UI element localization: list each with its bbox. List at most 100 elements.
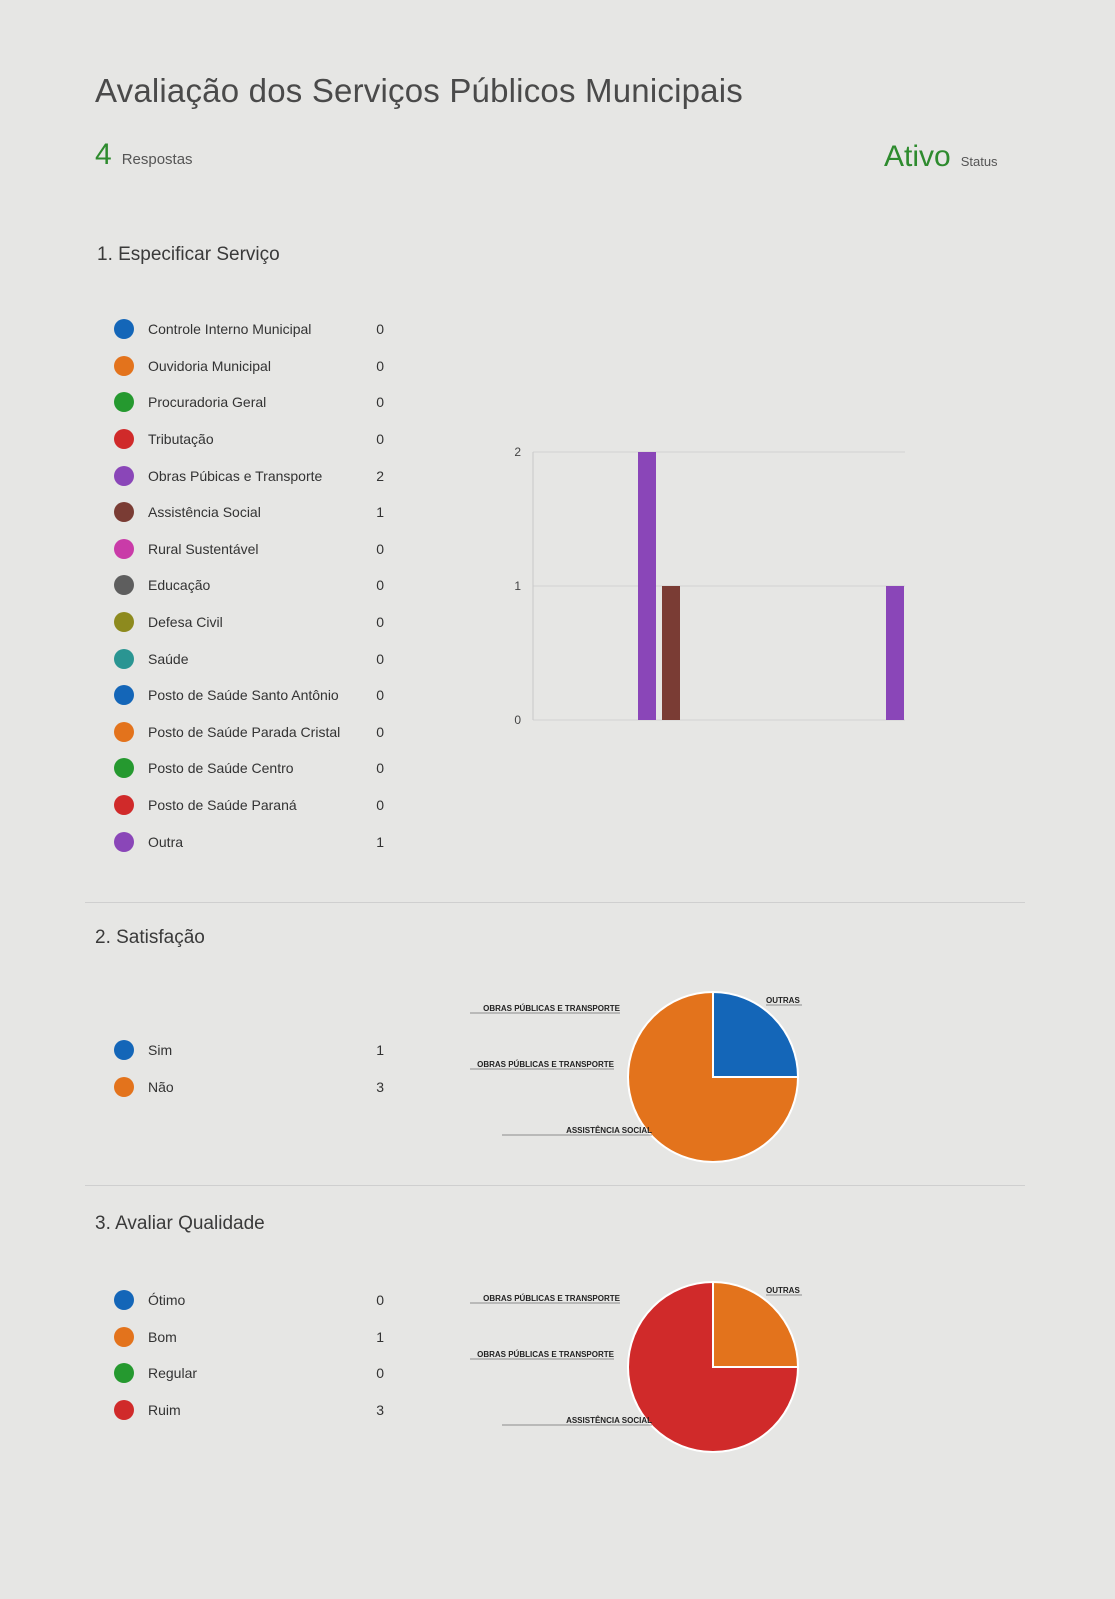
legend-label: Educação — [148, 577, 211, 594]
legend-count: 0 — [376, 614, 384, 631]
legend-item: Outra 1 — [114, 823, 384, 860]
legend-label: Bom — [148, 1328, 177, 1345]
pie-annotation: OBRAS PÚBLICAS E TRANSPORTE — [477, 1350, 615, 1359]
legend-item: Obras Púbicas e Transporte 2 — [114, 457, 384, 494]
question-2-legend: Sim 1 Não 3 — [114, 1032, 384, 1105]
legend-item: Assistência Social 1 — [114, 494, 384, 531]
legend-label: Sim — [148, 1042, 173, 1059]
legend-color-dot — [114, 1363, 134, 1384]
legend-item: Rural Sustentável 0 — [114, 531, 384, 568]
pie-annotation: OBRAS PÚBLICAS E TRANSPORTE — [483, 1294, 621, 1303]
legend-label: Controle Interno Municipal — [148, 321, 312, 338]
legend-color-dot — [114, 1290, 134, 1311]
legend-count: 1 — [376, 1042, 384, 1059]
legend-count: 1 — [376, 1328, 384, 1345]
question-2-pie-chart: OBRAS PÚBLICAS E TRANSPORTE OUTRAS OBRAS P… — [470, 990, 802, 1163]
question-1-bar-chart: 0 1 2 — [514, 445, 905, 727]
legend-label: Ótimo — [148, 1292, 186, 1309]
responses-label: Respostas — [121, 151, 193, 168]
legend-count: 0 — [376, 394, 384, 411]
status-value: Ativo — [884, 140, 951, 173]
legend-count: 0 — [376, 797, 384, 814]
legend-count: 0 — [376, 687, 384, 704]
legend-label: Outra — [148, 833, 184, 850]
y-tick-label: 2 — [514, 445, 521, 459]
question-3-legend: Ótimo 0 Bom 1 Regular 0 Ruim 3 — [114, 1282, 384, 1428]
legend-label: Saúde — [148, 650, 189, 667]
pie-annotation: OBRAS PÚBLICAS E TRANSPORTE — [483, 1004, 621, 1013]
legend-item: Sim 1 — [114, 1032, 384, 1069]
legend-color-dot — [114, 1040, 134, 1061]
legend-count: 0 — [376, 723, 384, 740]
legend-color-dot — [114, 465, 134, 486]
bar — [886, 586, 904, 720]
legend-color-dot — [114, 795, 134, 816]
legend-count: 0 — [376, 540, 384, 557]
legend-color-dot — [114, 575, 134, 596]
legend-label: Regular — [148, 1365, 198, 1382]
pie-annotation: ASSISTÊNCIA SOCIAL — [566, 1126, 652, 1135]
legend-count: 3 — [376, 1078, 384, 1095]
legend-color-dot — [114, 648, 134, 669]
legend-color-dot — [114, 758, 134, 779]
legend-color-dot — [114, 831, 134, 852]
legend-item: Regular 0 — [114, 1355, 384, 1392]
form-title: Avaliação dos Serviços Públicos Municipa… — [95, 72, 743, 109]
legend-count: 0 — [376, 577, 384, 594]
legend-item: Não 3 — [114, 1069, 384, 1106]
bar — [638, 452, 656, 720]
legend-label: Posto de Saúde Santo Antônio — [148, 687, 339, 704]
divider-2 — [85, 1185, 1025, 1186]
responses-count: 4 — [95, 138, 112, 171]
legend-count: 1 — [376, 833, 384, 850]
legend-label: Posto de Saúde Parada Cristal — [148, 723, 341, 740]
legend-color-dot — [114, 685, 134, 706]
pie-annotation: OBRAS PÚBLICAS E TRANSPORTE — [477, 1060, 615, 1069]
legend-item: Ouvidoria Municipal 0 — [114, 348, 384, 385]
legend-color-dot — [114, 612, 134, 633]
legend-count: 0 — [376, 431, 384, 448]
legend-color-dot — [114, 319, 134, 340]
legend-color-dot — [114, 1400, 134, 1421]
legend-item: Ótimo 0 — [114, 1282, 384, 1319]
legend-label: Não — [148, 1078, 174, 1095]
pie-slice — [712, 990, 800, 1078]
legend-label: Defesa Civil — [148, 614, 223, 631]
legend-color-dot — [114, 355, 134, 376]
question-2-title: 2. Satisfação — [95, 927, 205, 948]
legend-count: 0 — [376, 1292, 384, 1309]
legend-item: Tributação 0 — [114, 421, 384, 458]
pie-slice — [712, 1280, 800, 1368]
legend-color-dot — [114, 502, 134, 523]
legend-item: Posto de Saúde Paraná 0 — [114, 787, 384, 824]
legend-count: 0 — [376, 321, 384, 338]
legend-color-dot — [114, 429, 134, 450]
legend-label: Rural Sustentável — [148, 540, 259, 557]
question-1-legend: Controle Interno Municipal 0 Ouvidoria Mun… — [114, 311, 384, 860]
pie-annotation: OUTRAS — [766, 1286, 800, 1295]
responses-summary: 4 Respostas — [95, 138, 193, 172]
pie-slice — [627, 1280, 800, 1453]
legend-label: Assistência Social — [148, 504, 261, 521]
legend-item: Ruim 3 — [114, 1392, 384, 1429]
legend-color-dot — [114, 538, 134, 559]
legend-count: 0 — [376, 1365, 384, 1382]
legend-item: Posto de Saúde Parada Cristal 0 — [114, 714, 384, 751]
legend-item: Bom 1 — [114, 1319, 384, 1356]
status-summary: Ativo Status — [884, 140, 998, 174]
legend-color-dot — [114, 1326, 134, 1347]
legend-label: Procuradoria Geral — [148, 394, 267, 411]
legend-label: Ruim — [148, 1402, 181, 1419]
bar — [662, 586, 680, 720]
legend-color-dot — [114, 1076, 134, 1097]
question-3-pie-chart: OBRAS PÚBLICAS E TRANSPORTE OUTRAS OBRAS P… — [470, 1280, 802, 1453]
legend-item: Defesa Civil 0 — [114, 604, 384, 641]
pie-annotation: OUTRAS — [766, 996, 800, 1005]
legend-label: Posto de Saúde Centro — [148, 760, 294, 777]
question-3-title: 3. Avaliar Qualidade — [95, 1213, 265, 1234]
y-tick-label: 1 — [514, 579, 521, 593]
legend-item: Controle Interno Municipal 0 — [114, 311, 384, 348]
legend-count: 0 — [376, 760, 384, 777]
pie-annotation: ASSISTÊNCIA SOCIAL — [566, 1416, 652, 1425]
status-label: Status — [960, 154, 998, 169]
